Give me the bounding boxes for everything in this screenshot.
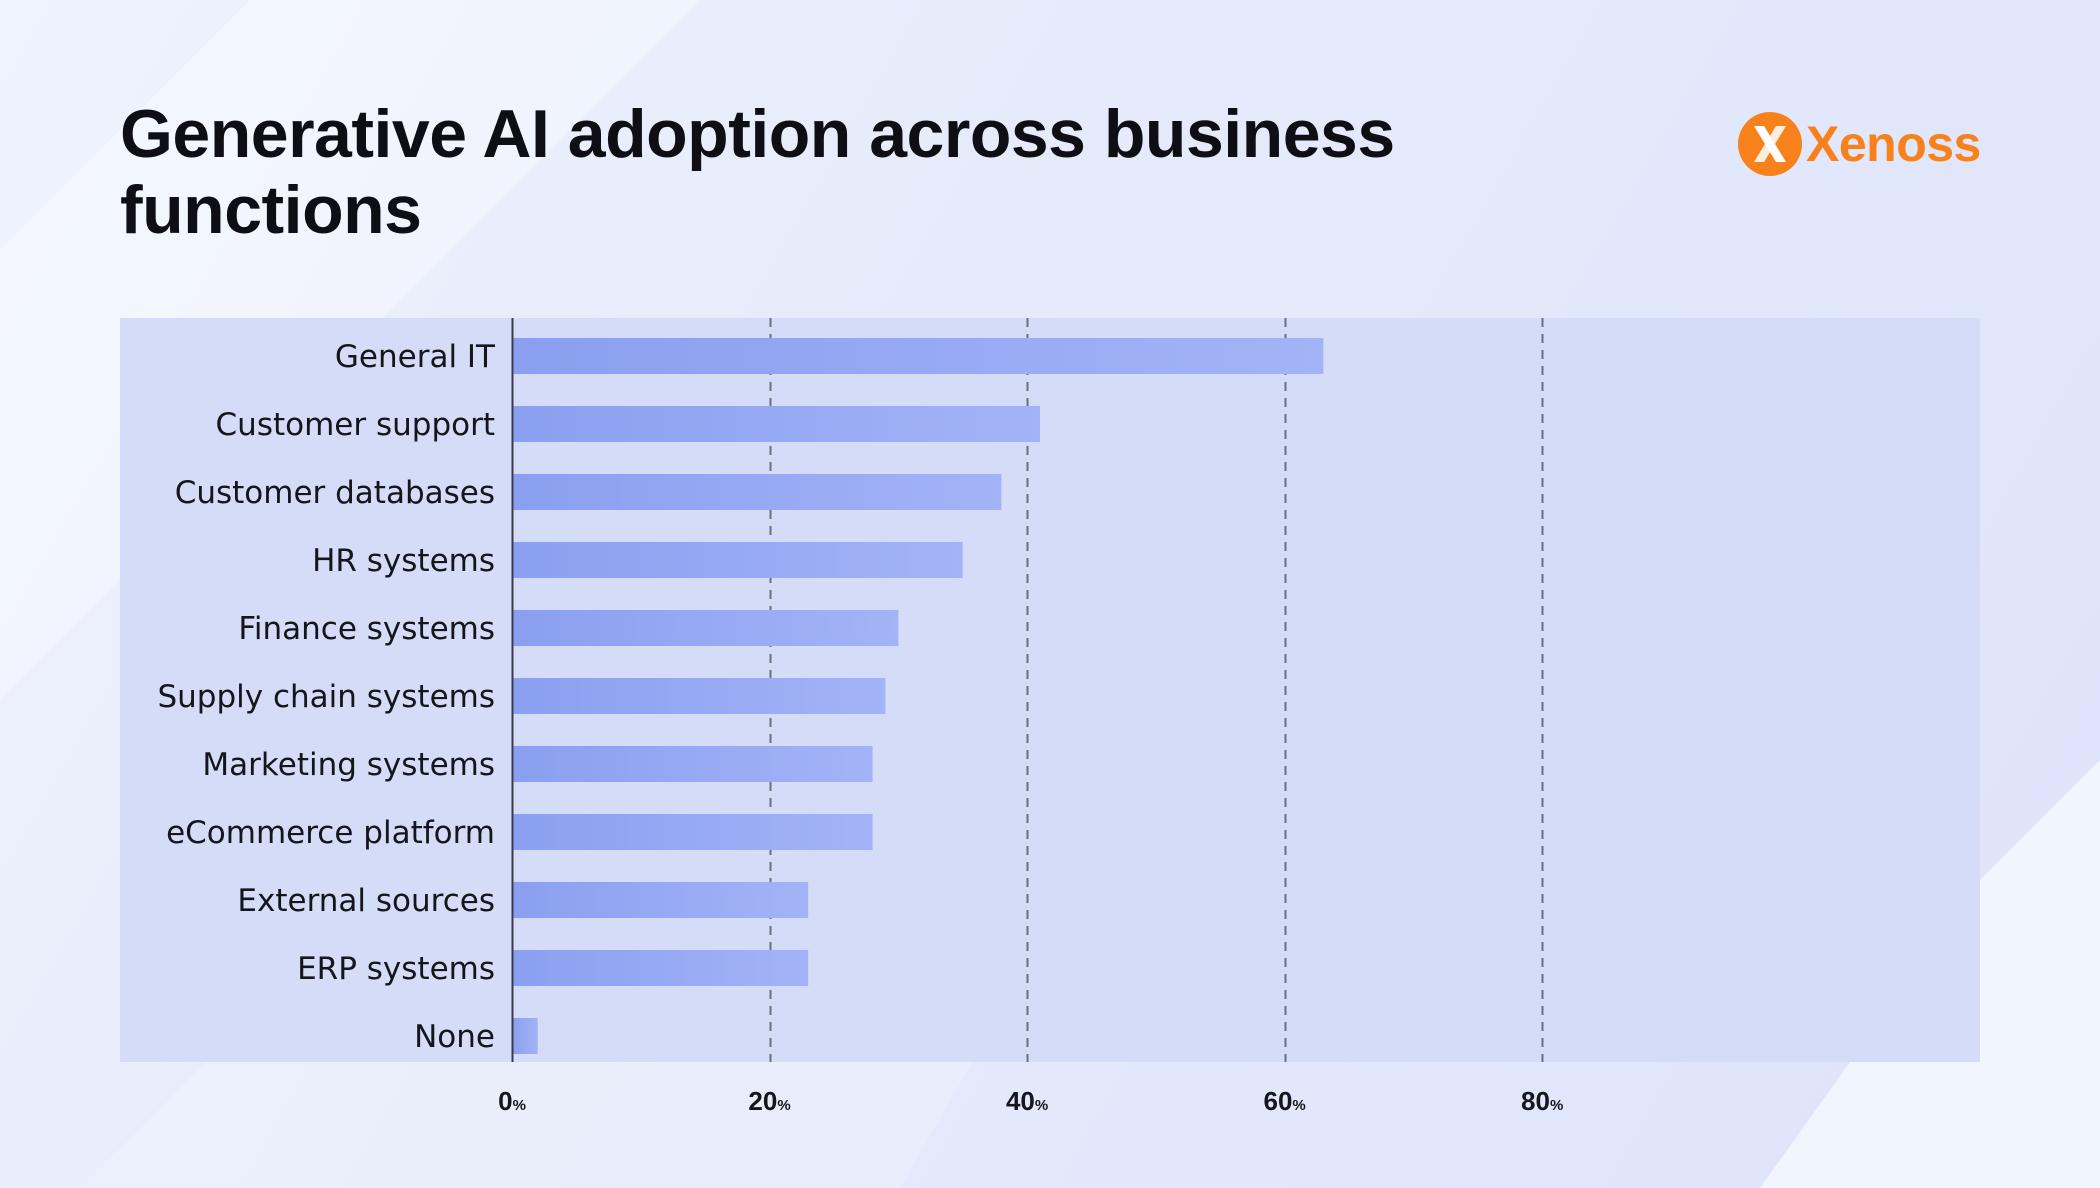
bar-supply-chain-systems xyxy=(513,678,886,714)
x-tick-label: 60% xyxy=(1263,1086,1305,1116)
bar-hr-systems xyxy=(513,542,963,578)
bar-general-it xyxy=(513,338,1324,374)
bar-finance-systems xyxy=(513,610,899,646)
bar-marketing-systems xyxy=(513,746,873,782)
category-label: None xyxy=(414,1019,495,1055)
category-label: Marketing systems xyxy=(202,747,495,783)
page-title: Generative AI adoption across business f… xyxy=(120,96,1395,248)
bar-ecommerce-platform xyxy=(513,814,873,850)
category-label: Finance systems xyxy=(238,611,495,647)
bar-external-sources xyxy=(513,882,809,918)
x-tick-unit: % xyxy=(1292,1097,1305,1114)
x-tick-value: 60 xyxy=(1263,1086,1292,1116)
category-label: eCommerce platform xyxy=(166,815,495,851)
bar-erp-systems xyxy=(513,950,809,986)
x-tick-value: 40 xyxy=(1006,1086,1035,1116)
category-label: ERP systems xyxy=(297,951,495,987)
x-tick-unit: % xyxy=(1550,1097,1563,1114)
x-tick-unit: % xyxy=(513,1097,526,1114)
brand-name: Xenoss xyxy=(1806,116,1981,172)
category-label: External sources xyxy=(237,883,495,919)
x-tick-unit: % xyxy=(777,1097,790,1114)
plot-area xyxy=(120,318,1980,1062)
brand-logo: Xenoss xyxy=(1738,112,1983,178)
x-tick-value: 0 xyxy=(498,1086,512,1116)
x-tick-label: 20% xyxy=(748,1086,790,1116)
xenoss-logo-icon xyxy=(1738,112,1802,176)
x-tick-value: 20 xyxy=(748,1086,777,1116)
x-tick-label: 40% xyxy=(1006,1086,1048,1116)
x-tick-value: 80 xyxy=(1521,1086,1550,1116)
category-label: Customer databases xyxy=(175,475,495,511)
bar-customer-support xyxy=(513,406,1040,442)
category-label: Supply chain systems xyxy=(157,679,495,715)
category-label: HR systems xyxy=(312,543,495,579)
x-tick-unit: % xyxy=(1035,1097,1048,1114)
x-tick-label: 80% xyxy=(1521,1086,1563,1116)
bar-none xyxy=(513,1018,538,1054)
x-tick-label: 0% xyxy=(498,1086,526,1116)
category-label: Customer support xyxy=(216,407,495,443)
bar-customer-databases xyxy=(513,474,1002,510)
category-label: General IT xyxy=(335,339,496,375)
